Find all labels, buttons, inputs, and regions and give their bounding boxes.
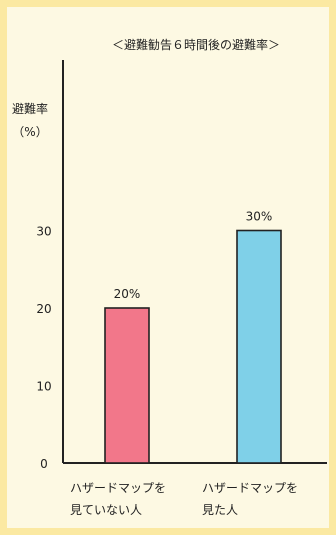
bar-data-label: 30% [246,210,273,224]
chart-title: ＜避難勧告６時間後の避難率＞ [112,37,280,52]
y-axis-label: 避難率 [12,101,48,116]
y-tick-label: 0 [40,457,48,471]
y-tick-label: 20 [36,302,51,316]
y-tick-label: 10 [36,380,51,394]
y-axis-unit: （%） [12,125,47,139]
bar [236,229,282,464]
y-tick-label: 30 [36,225,51,239]
x-category-label-line2: 見た人 [202,503,238,517]
bar [104,307,150,464]
x-category-label: ハザードマップを [70,481,166,495]
bar-data-label: 20% [114,287,141,301]
x-category-label-line2: 見ていない人 [70,503,142,517]
x-category-label: ハザードマップを [202,481,298,495]
